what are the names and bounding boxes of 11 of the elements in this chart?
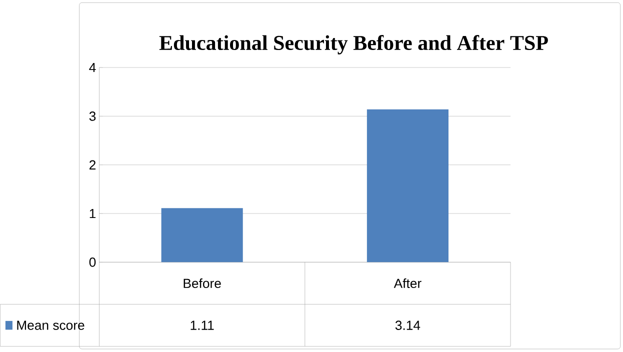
y-tick-label: 2 xyxy=(90,160,96,170)
x-tick-label: After xyxy=(394,278,422,288)
y-tick-label: 0 xyxy=(89,258,96,268)
x-tick-label: Before xyxy=(184,278,221,288)
y-tick-label: 4 xyxy=(89,63,96,72)
data-label: 1.11 xyxy=(190,320,214,330)
chart-title: Educational Security Before and After TSP xyxy=(159,35,548,55)
legend-label: Mean score xyxy=(17,320,84,330)
data-label: 3.14 xyxy=(395,320,420,330)
y-tick-label: 1 xyxy=(90,209,96,218)
y-tick-label: 3 xyxy=(89,112,96,122)
